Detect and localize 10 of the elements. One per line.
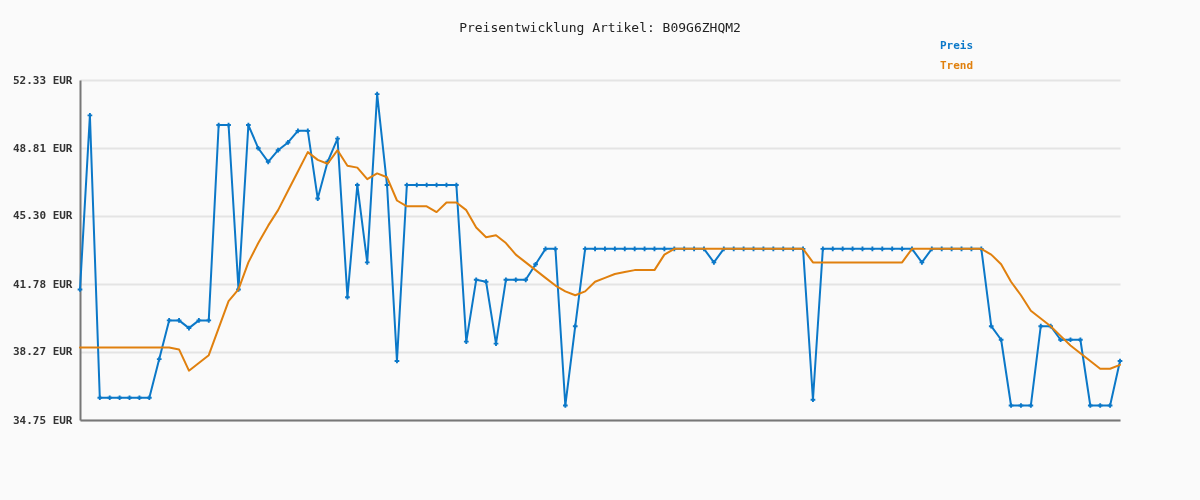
text: Trend [940, 59, 974, 72]
y-tick-label: 38.27 EUR [12, 345, 73, 359]
chart-title: Preisentwicklung Artikel: B09G6ZHQM2 [459, 20, 741, 35]
y-tick-label: 45.30 EUR [12, 209, 73, 223]
y-tick-label: 41.78 EUR [12, 277, 73, 291]
text: Preis [940, 39, 974, 52]
y-tick-label: 52.33 EUR [12, 73, 73, 87]
line-series [79, 149, 1121, 372]
y-tick-label: 34.75 EUR [12, 413, 73, 427]
y-tick-label: 48.81 EUR [12, 141, 73, 155]
